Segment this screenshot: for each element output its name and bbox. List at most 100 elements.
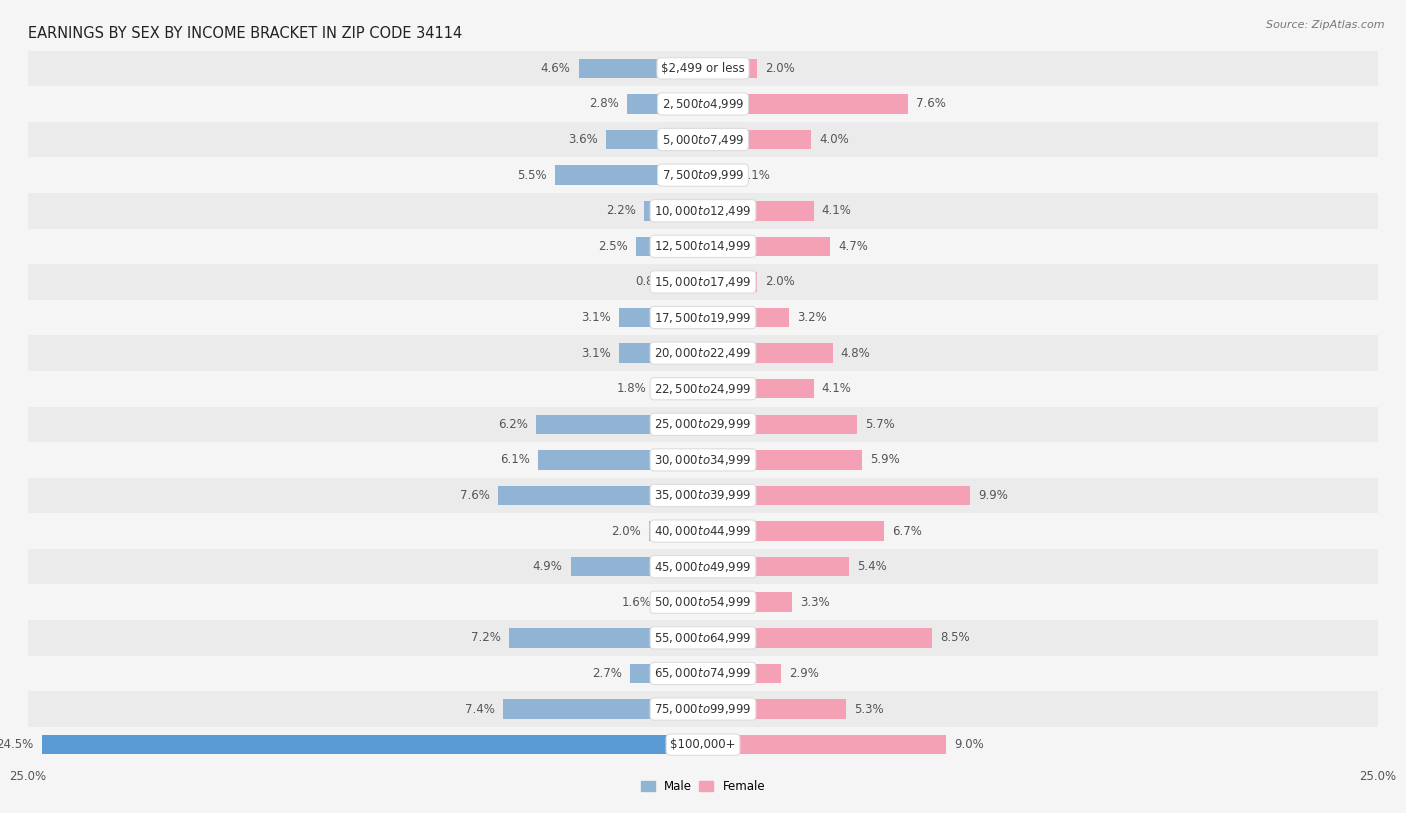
Bar	[606, 130, 703, 150]
Text: 6.1%: 6.1%	[501, 454, 530, 467]
Bar	[28, 691, 1378, 727]
Bar	[703, 593, 792, 612]
Bar	[703, 450, 862, 470]
Bar	[28, 513, 1378, 549]
Text: 3.1%: 3.1%	[582, 311, 612, 324]
Bar	[703, 663, 782, 683]
Text: 2.9%: 2.9%	[789, 667, 820, 680]
Text: $17,500 to $19,999: $17,500 to $19,999	[654, 311, 752, 324]
Text: 3.1%: 3.1%	[582, 346, 612, 359]
Bar	[630, 663, 703, 683]
Bar	[28, 655, 1378, 691]
Text: 4.8%: 4.8%	[841, 346, 870, 359]
Bar	[650, 521, 703, 541]
Bar	[703, 521, 884, 541]
Text: 4.1%: 4.1%	[821, 382, 852, 395]
Text: 2.2%: 2.2%	[606, 204, 636, 217]
Text: 5.7%: 5.7%	[865, 418, 894, 431]
Text: 3.3%: 3.3%	[800, 596, 830, 609]
Text: 3.2%: 3.2%	[797, 311, 827, 324]
Bar	[703, 201, 814, 220]
Text: 1.1%: 1.1%	[741, 168, 770, 181]
Bar	[636, 237, 703, 256]
Text: 9.9%: 9.9%	[979, 489, 1008, 502]
Bar	[509, 628, 703, 648]
Text: $75,000 to $99,999: $75,000 to $99,999	[654, 702, 752, 716]
Bar	[703, 165, 733, 185]
Text: 4.1%: 4.1%	[821, 204, 852, 217]
Text: 4.0%: 4.0%	[820, 133, 849, 146]
Text: 2.0%: 2.0%	[612, 524, 641, 537]
Bar	[703, 308, 789, 328]
Text: $25,000 to $29,999: $25,000 to $29,999	[654, 417, 752, 432]
Bar	[28, 50, 1378, 86]
Bar	[644, 201, 703, 220]
Bar	[28, 585, 1378, 620]
Text: 2.5%: 2.5%	[598, 240, 627, 253]
Text: 4.6%: 4.6%	[541, 62, 571, 75]
Text: 7.2%: 7.2%	[471, 632, 501, 645]
Bar	[703, 415, 856, 434]
Bar	[28, 193, 1378, 228]
Bar	[42, 735, 703, 754]
Text: $2,500 to $4,999: $2,500 to $4,999	[662, 97, 744, 111]
Text: 2.7%: 2.7%	[592, 667, 621, 680]
Text: 1.8%: 1.8%	[617, 382, 647, 395]
Bar	[619, 343, 703, 363]
Bar	[28, 300, 1378, 335]
Text: 4.7%: 4.7%	[838, 240, 868, 253]
Bar	[703, 485, 970, 505]
Text: 2.8%: 2.8%	[589, 98, 619, 111]
Text: 2.0%: 2.0%	[765, 62, 794, 75]
Bar	[28, 371, 1378, 406]
Text: 24.5%: 24.5%	[0, 738, 34, 751]
Text: $20,000 to $22,499: $20,000 to $22,499	[654, 346, 752, 360]
Text: 1.6%: 1.6%	[621, 596, 652, 609]
Text: 4.9%: 4.9%	[533, 560, 562, 573]
Text: $45,000 to $49,999: $45,000 to $49,999	[654, 559, 752, 574]
Text: 9.0%: 9.0%	[955, 738, 984, 751]
Text: EARNINGS BY SEX BY INCOME BRACKET IN ZIP CODE 34114: EARNINGS BY SEX BY INCOME BRACKET IN ZIP…	[28, 26, 463, 41]
Text: 5.3%: 5.3%	[855, 702, 884, 715]
Text: 6.7%: 6.7%	[891, 524, 922, 537]
Text: 5.5%: 5.5%	[517, 168, 547, 181]
Text: $22,500 to $24,999: $22,500 to $24,999	[654, 381, 752, 396]
Text: 7.6%: 7.6%	[917, 98, 946, 111]
Bar	[654, 379, 703, 398]
Text: Source: ZipAtlas.com: Source: ZipAtlas.com	[1267, 20, 1385, 30]
Bar	[28, 442, 1378, 478]
Bar	[28, 406, 1378, 442]
Text: $50,000 to $54,999: $50,000 to $54,999	[654, 595, 752, 609]
Text: $15,000 to $17,499: $15,000 to $17,499	[654, 275, 752, 289]
Bar	[579, 59, 703, 78]
Text: 0.82%: 0.82%	[636, 276, 672, 289]
Bar	[28, 335, 1378, 371]
Bar	[28, 727, 1378, 763]
Bar	[28, 478, 1378, 513]
Text: $2,499 or less: $2,499 or less	[661, 62, 745, 75]
Text: $35,000 to $39,999: $35,000 to $39,999	[654, 489, 752, 502]
Text: 3.6%: 3.6%	[568, 133, 598, 146]
Bar	[571, 557, 703, 576]
Text: $5,000 to $7,499: $5,000 to $7,499	[662, 133, 744, 146]
Bar	[703, 735, 946, 754]
Bar	[28, 158, 1378, 193]
Text: 5.9%: 5.9%	[870, 454, 900, 467]
Bar	[681, 272, 703, 292]
Bar	[703, 343, 832, 363]
Bar	[703, 59, 756, 78]
Text: $12,500 to $14,999: $12,500 to $14,999	[654, 239, 752, 254]
Bar	[554, 165, 703, 185]
Bar	[28, 228, 1378, 264]
Bar	[703, 628, 932, 648]
Text: 7.4%: 7.4%	[465, 702, 495, 715]
Bar	[536, 415, 703, 434]
Text: 5.4%: 5.4%	[856, 560, 887, 573]
Bar	[627, 94, 703, 114]
Text: 2.0%: 2.0%	[765, 276, 794, 289]
Bar	[659, 593, 703, 612]
Text: $10,000 to $12,499: $10,000 to $12,499	[654, 204, 752, 218]
Text: 7.6%: 7.6%	[460, 489, 489, 502]
Text: $100,000+: $100,000+	[671, 738, 735, 751]
Bar	[538, 450, 703, 470]
